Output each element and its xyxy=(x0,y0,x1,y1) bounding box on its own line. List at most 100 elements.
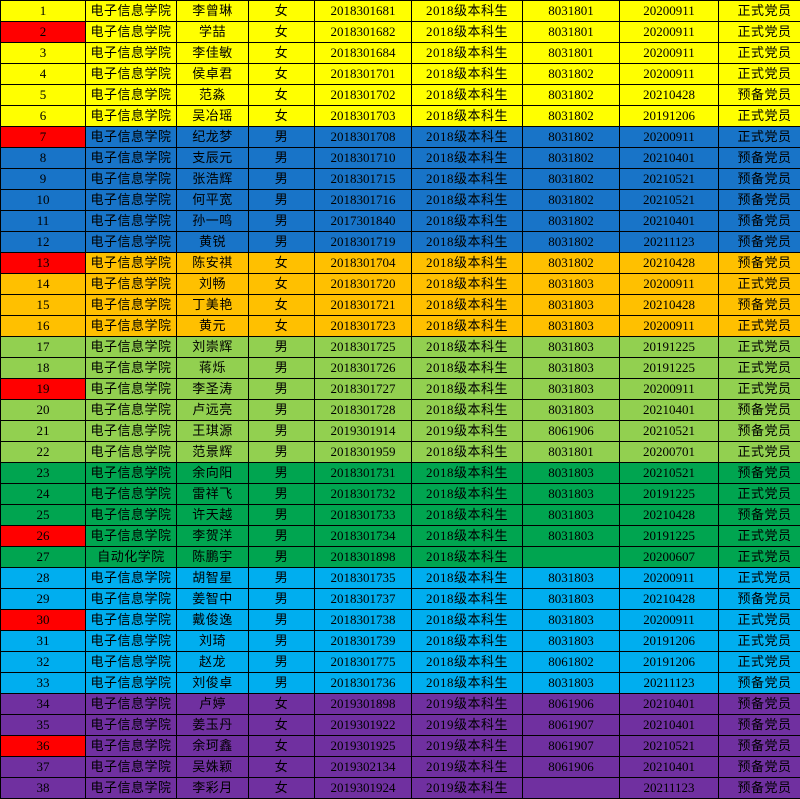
cell-sex[interactable]: 女 xyxy=(249,316,315,337)
cell-college[interactable]: 电子信息学院 xyxy=(86,253,177,274)
cell-date[interactable]: 20191206 xyxy=(620,652,719,673)
cell-student-id[interactable]: 2018301732 xyxy=(315,484,412,505)
cell-status[interactable]: 预备党员 xyxy=(719,190,800,211)
cell-grade[interactable]: 2018级本科生 xyxy=(412,400,523,421)
cell-college[interactable]: 电子信息学院 xyxy=(86,673,177,694)
cell-class-no[interactable]: 8031801 xyxy=(523,1,620,22)
cell-status[interactable]: 正式党员 xyxy=(719,631,800,652)
cell-index[interactable]: 4 xyxy=(1,64,86,85)
cell-grade[interactable]: 2018级本科生 xyxy=(412,505,523,526)
cell-class-no[interactable]: 8031801 xyxy=(523,442,620,463)
cell-status[interactable]: 预备党员 xyxy=(719,757,800,778)
cell-date[interactable]: 20191225 xyxy=(620,484,719,505)
cell-index[interactable]: 37 xyxy=(1,757,86,778)
cell-status[interactable]: 预备党员 xyxy=(719,736,800,757)
cell-college[interactable]: 电子信息学院 xyxy=(86,232,177,253)
cell-date[interactable]: 20211123 xyxy=(620,232,719,253)
cell-sex[interactable]: 男 xyxy=(249,652,315,673)
cell-index[interactable]: 5 xyxy=(1,85,86,106)
cell-name[interactable]: 刘畅 xyxy=(177,274,249,295)
cell-grade[interactable]: 2019级本科生 xyxy=(412,778,523,799)
cell-grade[interactable]: 2018级本科生 xyxy=(412,295,523,316)
cell-college[interactable]: 电子信息学院 xyxy=(86,127,177,148)
cell-class-no[interactable]: 8061906 xyxy=(523,757,620,778)
cell-college[interactable]: 电子信息学院 xyxy=(86,22,177,43)
cell-date[interactable]: 20210428 xyxy=(620,253,719,274)
cell-index[interactable]: 3 xyxy=(1,43,86,64)
cell-status[interactable]: 正式党员 xyxy=(719,127,800,148)
cell-sex[interactable]: 男 xyxy=(249,400,315,421)
cell-date[interactable]: 20210521 xyxy=(620,463,719,484)
cell-student-id[interactable]: 2019301924 xyxy=(315,778,412,799)
cell-date[interactable]: 20191225 xyxy=(620,358,719,379)
cell-date[interactable]: 20210401 xyxy=(620,715,719,736)
cell-index[interactable]: 10 xyxy=(1,190,86,211)
cell-sex[interactable]: 男 xyxy=(249,526,315,547)
cell-class-no[interactable]: 8031802 xyxy=(523,169,620,190)
cell-sex[interactable]: 女 xyxy=(249,85,315,106)
cell-index[interactable]: 29 xyxy=(1,589,86,610)
cell-grade[interactable]: 2018级本科生 xyxy=(412,652,523,673)
cell-name[interactable]: 黄元 xyxy=(177,316,249,337)
cell-class-no[interactable]: 8061906 xyxy=(523,421,620,442)
cell-name[interactable]: 蒋烁 xyxy=(177,358,249,379)
cell-grade[interactable]: 2018级本科生 xyxy=(412,253,523,274)
cell-class-no[interactable] xyxy=(523,547,620,568)
cell-student-id[interactable]: 2018301710 xyxy=(315,148,412,169)
cell-college[interactable]: 电子信息学院 xyxy=(86,316,177,337)
cell-status[interactable]: 预备党员 xyxy=(719,169,800,190)
cell-status[interactable]: 预备党员 xyxy=(719,673,800,694)
cell-name[interactable]: 胡智星 xyxy=(177,568,249,589)
cell-sex[interactable]: 女 xyxy=(249,22,315,43)
cell-date[interactable]: 20210428 xyxy=(620,85,719,106)
cell-grade[interactable]: 2018级本科生 xyxy=(412,232,523,253)
cell-status[interactable]: 预备党员 xyxy=(719,211,800,232)
cell-status[interactable]: 正式党员 xyxy=(719,526,800,547)
cell-grade[interactable]: 2018级本科生 xyxy=(412,610,523,631)
cell-grade[interactable]: 2019级本科生 xyxy=(412,694,523,715)
cell-status[interactable]: 预备党员 xyxy=(719,232,800,253)
cell-name[interactable]: 侯卓君 xyxy=(177,64,249,85)
cell-class-no[interactable]: 8031801 xyxy=(523,43,620,64)
cell-class-no[interactable]: 8031803 xyxy=(523,631,620,652)
cell-grade[interactable]: 2018级本科生 xyxy=(412,127,523,148)
cell-date[interactable]: 20200701 xyxy=(620,442,719,463)
cell-sex[interactable]: 女 xyxy=(249,736,315,757)
cell-name[interactable]: 吴冶瑶 xyxy=(177,106,249,127)
cell-college[interactable]: 电子信息学院 xyxy=(86,442,177,463)
cell-sex[interactable]: 男 xyxy=(249,148,315,169)
cell-name[interactable]: 李圣涛 xyxy=(177,379,249,400)
cell-class-no[interactable]: 8031802 xyxy=(523,127,620,148)
cell-index[interactable]: 24 xyxy=(1,484,86,505)
cell-class-no[interactable]: 8061907 xyxy=(523,715,620,736)
cell-sex[interactable]: 女 xyxy=(249,1,315,22)
cell-college[interactable]: 电子信息学院 xyxy=(86,64,177,85)
cell-sex[interactable]: 男 xyxy=(249,484,315,505)
cell-college[interactable]: 电子信息学院 xyxy=(86,610,177,631)
cell-college[interactable]: 电子信息学院 xyxy=(86,778,177,799)
cell-name[interactable]: 李彩月 xyxy=(177,778,249,799)
cell-index[interactable]: 18 xyxy=(1,358,86,379)
cell-index[interactable]: 30 xyxy=(1,610,86,631)
cell-student-id[interactable]: 2018301701 xyxy=(315,64,412,85)
cell-date[interactable]: 20210521 xyxy=(620,190,719,211)
cell-grade[interactable]: 2018级本科生 xyxy=(412,484,523,505)
cell-index[interactable]: 19 xyxy=(1,379,86,400)
cell-status[interactable]: 正式党员 xyxy=(719,610,800,631)
cell-student-id[interactable]: 2018301702 xyxy=(315,85,412,106)
cell-sex[interactable]: 女 xyxy=(249,295,315,316)
cell-college[interactable]: 电子信息学院 xyxy=(86,505,177,526)
cell-date[interactable]: 20211123 xyxy=(620,778,719,799)
cell-sex[interactable]: 男 xyxy=(249,589,315,610)
cell-date[interactable]: 20210521 xyxy=(620,169,719,190)
